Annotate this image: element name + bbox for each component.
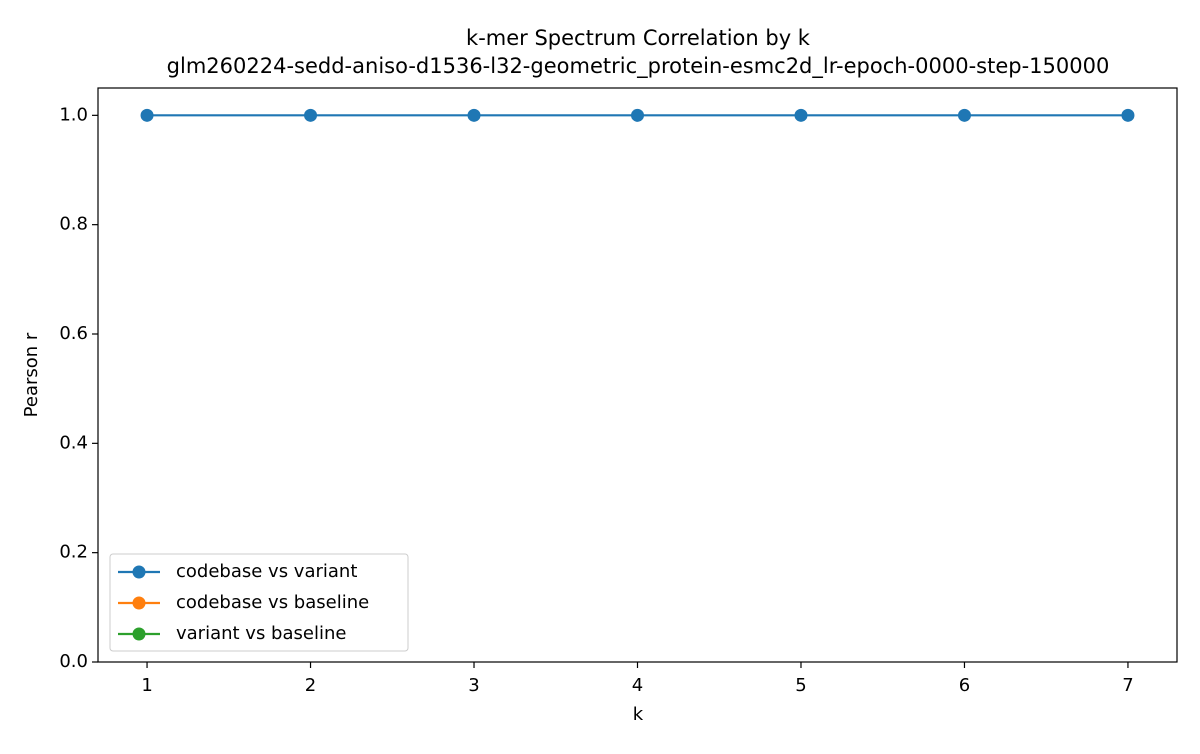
data-point — [467, 108, 481, 122]
data-point — [1121, 108, 1135, 122]
x-tick-label: 7 — [1122, 675, 1133, 696]
data-point — [957, 108, 971, 122]
legend-box — [109, 553, 409, 652]
legend-label: variant vs baseline — [176, 623, 346, 644]
legend-label: codebase vs baseline — [176, 592, 369, 613]
x-tick-label: 2 — [305, 675, 316, 696]
y-tick-label: 0.0 — [59, 651, 88, 672]
legend-marker — [132, 627, 146, 641]
y-tick-label: 1.0 — [59, 104, 88, 125]
data-point — [140, 108, 154, 122]
x-axis-label: k — [633, 704, 644, 725]
x-tick-label: 6 — [959, 675, 970, 696]
x-tick-label: 4 — [632, 675, 643, 696]
data-point — [304, 108, 318, 122]
legend-marker — [132, 565, 146, 579]
y-tick-label: 0.4 — [59, 432, 88, 453]
legend-marker — [132, 596, 146, 610]
chart-subtitle: glm260224-sedd-aniso-d1536-l32-geometric… — [167, 54, 1110, 79]
y-axis-label: Pearson r — [21, 332, 42, 417]
x-tick-label: 3 — [468, 675, 479, 696]
y-tick-label: 0.6 — [59, 323, 88, 344]
plot-frame — [97, 87, 1178, 663]
x-tick-label: 1 — [141, 675, 152, 696]
x-tick-label: 5 — [795, 675, 806, 696]
data-point — [631, 108, 644, 122]
data-point — [794, 108, 808, 122]
chart-title: k-mer Spectrum Correlation by k — [466, 26, 811, 50]
legend-label: codebase vs variant — [176, 561, 357, 582]
y-tick-label: 0.2 — [59, 542, 88, 563]
y-tick-label: 0.8 — [59, 214, 88, 235]
